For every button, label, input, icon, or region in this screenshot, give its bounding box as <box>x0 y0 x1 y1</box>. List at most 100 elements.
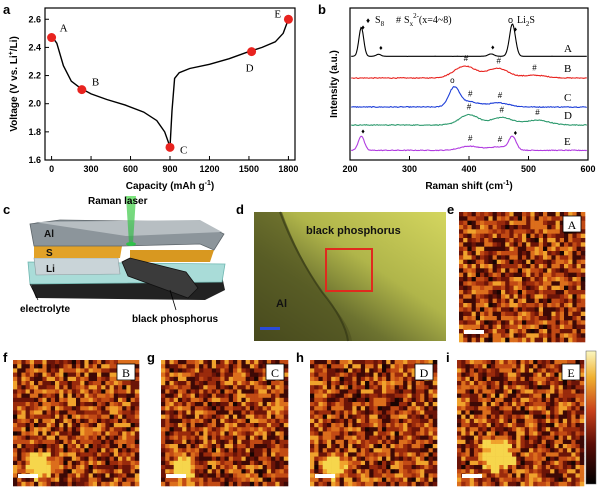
map-pixel <box>224 368 230 373</box>
map-pixel <box>67 372 73 378</box>
map-pixel <box>390 473 395 478</box>
map-pixel <box>465 423 470 428</box>
map-pixel <box>461 444 466 449</box>
map-pixel <box>17 381 22 386</box>
map-pixel <box>80 364 85 369</box>
map-pixel <box>352 397 357 403</box>
map-pixel <box>543 216 548 221</box>
map-pixel <box>562 465 568 470</box>
map-pixel <box>558 418 564 424</box>
map-pixel <box>499 360 504 365</box>
map-pixel <box>482 431 487 436</box>
map-pixel <box>177 414 183 420</box>
map-pixel <box>568 320 573 325</box>
map-pixel <box>88 418 94 424</box>
map-pixel <box>459 251 464 256</box>
map-pixel <box>165 448 170 453</box>
map-pixel <box>38 360 43 365</box>
map-pixel <box>262 477 268 483</box>
map-pixel <box>186 389 191 394</box>
map-pixel <box>420 469 425 474</box>
map-pixel <box>161 435 166 441</box>
map-pixel <box>513 311 519 317</box>
map-pixel <box>245 414 251 420</box>
map-pixel <box>551 264 556 269</box>
map-pixel <box>237 360 242 365</box>
map-pixel <box>480 259 485 265</box>
map-pixel <box>572 277 577 282</box>
map-pixel <box>314 481 319 487</box>
map-pixel <box>220 469 225 474</box>
map-pixel <box>42 477 47 483</box>
map-pixel <box>424 402 429 407</box>
map-pixel <box>241 423 246 428</box>
map-pixel <box>17 393 22 399</box>
map-pixel <box>559 333 565 338</box>
map-pixel <box>55 381 60 386</box>
map-pixel <box>545 406 551 411</box>
map-pixel <box>38 448 43 453</box>
map-pixel <box>339 376 345 382</box>
map-pixel <box>530 277 535 282</box>
map-pixel <box>326 435 332 441</box>
map-pixel <box>97 452 102 457</box>
map-pixel <box>575 423 581 428</box>
map-pixel <box>50 414 56 420</box>
map-pixel <box>492 298 498 304</box>
map-pixel <box>555 225 561 230</box>
map-pixel <box>97 435 102 441</box>
map-pixel <box>390 385 395 390</box>
map-pixel <box>488 264 493 269</box>
map-pixel <box>173 414 179 420</box>
map-pixel <box>343 448 349 453</box>
map-pixel <box>34 393 39 399</box>
map-pixel <box>478 431 483 436</box>
map-pixel <box>88 372 94 378</box>
map-pixel <box>203 456 208 462</box>
map-pixel <box>501 229 506 234</box>
map-pixel <box>279 435 285 441</box>
map-pixel <box>538 229 544 234</box>
map-pixel <box>490 372 496 378</box>
map-pixel <box>360 460 366 466</box>
map-pixel <box>169 410 174 415</box>
map-pixel <box>533 423 538 428</box>
map-pixel <box>543 264 548 269</box>
map-pixel <box>533 473 538 478</box>
map-pixel <box>575 481 581 487</box>
map-pixel <box>314 368 319 373</box>
map-pixel <box>335 435 340 441</box>
map-pixel <box>71 381 77 386</box>
map-pixel <box>71 389 77 394</box>
map-pixel <box>67 481 73 487</box>
map-pixel <box>579 444 585 449</box>
map-pixel <box>360 473 366 478</box>
map-pixel <box>314 444 319 449</box>
map-pixel <box>526 238 531 243</box>
map-pixel <box>283 402 289 407</box>
map-pixel <box>101 439 106 445</box>
map-pixel <box>80 406 85 411</box>
map-pixel <box>211 406 217 411</box>
map-pixel <box>356 372 362 378</box>
map-pixel <box>216 439 221 445</box>
map-pixel <box>420 414 425 420</box>
map-pixel <box>420 439 425 445</box>
map-pixel <box>182 372 187 378</box>
map-pixel <box>262 410 268 415</box>
map-pixel <box>457 427 462 432</box>
map-pixel <box>480 246 485 252</box>
map-pixel <box>25 406 31 411</box>
map-pixel <box>490 402 496 407</box>
map-pixel <box>459 212 464 217</box>
map-pixel <box>522 294 527 299</box>
map-pixel <box>182 448 187 453</box>
map-pixel <box>562 360 568 365</box>
map-pixel <box>496 259 502 265</box>
map-pixel <box>492 242 498 247</box>
map-pixel <box>572 290 577 295</box>
map-pixel <box>352 473 357 478</box>
map-pixel <box>490 427 496 432</box>
map-pixel <box>496 307 502 312</box>
map-pixel <box>21 397 26 403</box>
